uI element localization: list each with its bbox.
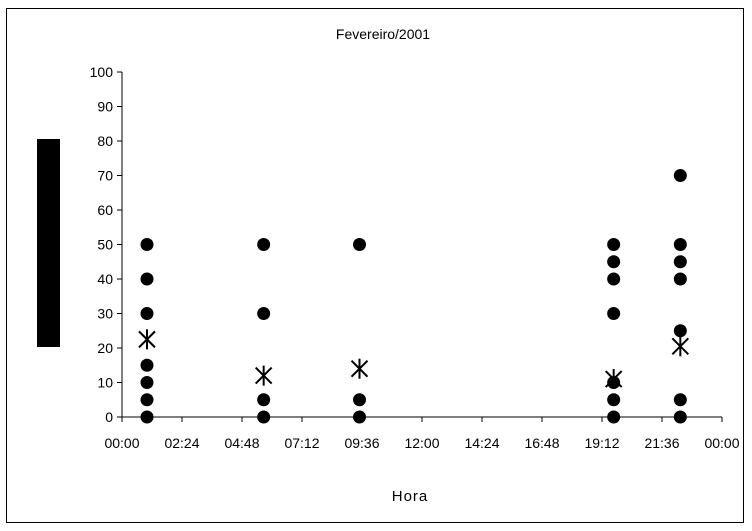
- data-point-circle: [673, 169, 687, 182]
- data-point-asterisk: [350, 358, 369, 379]
- y-tick-label: 50: [97, 237, 113, 253]
- y-tick-label: 100: [90, 64, 114, 80]
- x-axis-title: Hora: [392, 488, 429, 505]
- y-tick-label: 90: [97, 99, 113, 115]
- x-tick-label: 14:24: [464, 435, 499, 451]
- data-point-circle: [140, 393, 154, 407]
- data-point-circle: [353, 393, 366, 407]
- data-point-circle: [257, 410, 271, 424]
- data-point-circle: [257, 238, 271, 251]
- data-point-circle: [257, 307, 271, 320]
- data-point-asterisk: [671, 336, 690, 357]
- y-tick-label: 70: [97, 168, 113, 184]
- chart-frame: [6, 8, 744, 523]
- data-point-circle: [673, 272, 687, 286]
- x-tick-label: 02:24: [164, 435, 199, 451]
- data-point-circle: [140, 272, 154, 286]
- data-point-circle: [607, 307, 621, 320]
- y-tick-label: 60: [97, 202, 113, 218]
- data-point-circle: [673, 324, 687, 338]
- y-tick-label: 30: [97, 306, 113, 322]
- x-tick-label: 07:12: [284, 435, 319, 451]
- axes: [121, 72, 722, 418]
- x-tick-label: 19:12: [584, 435, 619, 451]
- y-tick-label: 80: [97, 133, 113, 149]
- data-point-circle: [257, 393, 271, 407]
- y-ticks: 0 10 20 30 40 50 60 70 80 90 100: [90, 64, 122, 425]
- data-point-circle: [673, 410, 687, 424]
- data-point-circle: [140, 376, 154, 389]
- data-point-circle: [673, 238, 687, 251]
- x-tick-label: 21:36: [644, 435, 679, 451]
- data-point-circle: [140, 410, 154, 424]
- data-point-asterisk: [254, 365, 273, 386]
- y-tick-label: 20: [97, 340, 113, 356]
- data-point-circle: [140, 358, 154, 372]
- y-tick-label: 0: [105, 409, 113, 425]
- data-point-circle: [353, 410, 366, 424]
- x-tick-label: 09:36: [344, 435, 379, 451]
- data-point-circle: [607, 393, 621, 407]
- data-point-circle: [140, 307, 154, 320]
- data-point-circle: [607, 255, 621, 269]
- y-tick-label: 40: [97, 271, 113, 287]
- data-point-circle: [607, 410, 621, 424]
- data-point-circle: [673, 255, 687, 269]
- chart-title: Fevereiro/2001: [336, 26, 430, 42]
- x-ticks: 00:00 02:24 04:48 07:12 09:36 12:00 14:24 16:48…: [104, 417, 740, 451]
- data-point-asterisk: [604, 369, 623, 390]
- data-points: [138, 169, 690, 424]
- x-tick-label: 00:00: [104, 435, 139, 451]
- data-point-circle: [607, 238, 621, 251]
- y-tick-label: 10: [97, 375, 113, 391]
- x-tick-label: 16:48: [524, 435, 559, 451]
- x-tick-label: 12:00: [404, 435, 439, 451]
- data-point-circle: [353, 238, 366, 251]
- data-point-asterisk: [138, 329, 156, 350]
- x-tick-label: 04:48: [224, 435, 259, 451]
- y-axis-title-redaction: [37, 139, 60, 347]
- data-point-circle: [607, 272, 621, 286]
- data-point-circle: [140, 238, 154, 251]
- data-point-circle: [673, 393, 687, 407]
- x-tick-label: 00:00: [704, 435, 739, 451]
